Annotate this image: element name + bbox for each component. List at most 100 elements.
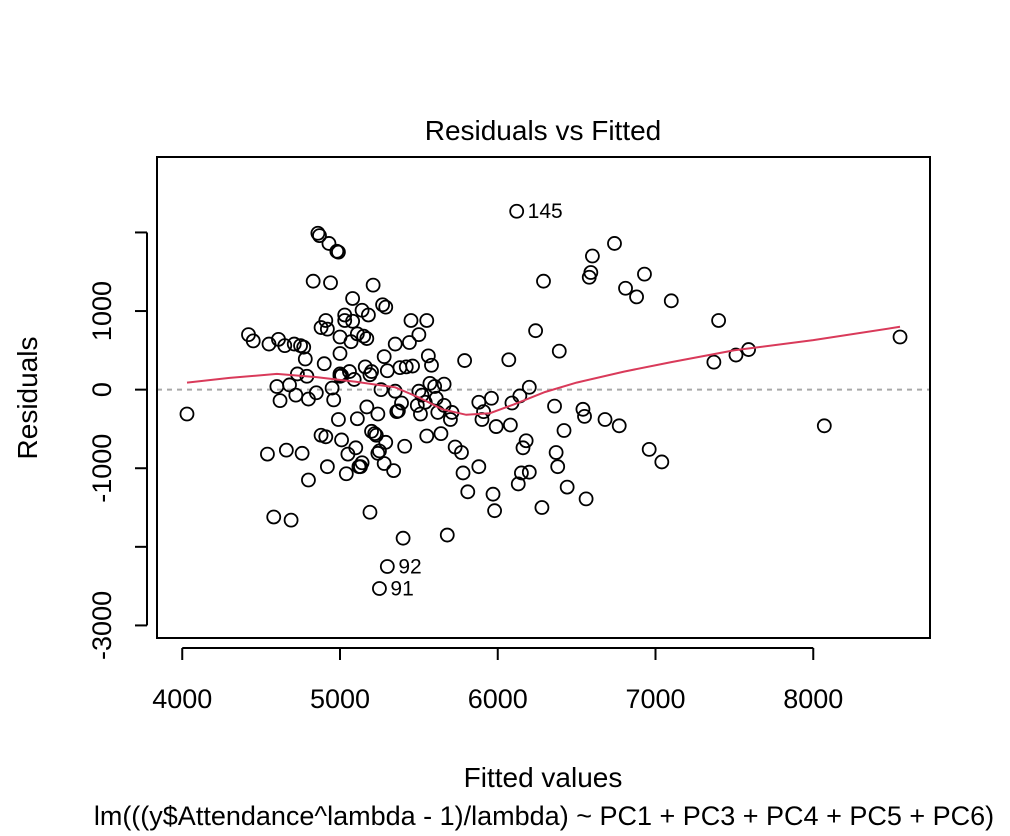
data-point-125	[460, 484, 476, 500]
data-point-111	[424, 357, 439, 373]
data-point-47	[334, 432, 349, 448]
data-point-140	[514, 465, 529, 481]
data-point-119	[443, 412, 458, 427]
data-point-122	[454, 445, 469, 460]
x-tick-label-7000: 7000	[625, 684, 685, 714]
data-point-153	[559, 479, 575, 495]
plot-frame	[156, 156, 931, 639]
data-point-152	[556, 423, 572, 438]
data-point-40	[331, 244, 346, 260]
data-point-19	[296, 339, 312, 355]
data-point-103	[411, 327, 427, 343]
data-point-84	[378, 299, 394, 315]
data-point-42	[332, 346, 348, 361]
data-point-150	[550, 459, 566, 475]
data-point-3	[245, 333, 261, 349]
data-point-115	[433, 426, 449, 442]
data-point-25	[308, 385, 324, 401]
point-label-91: 91	[390, 577, 413, 600]
data-point-143	[521, 379, 537, 395]
data-point-166	[641, 441, 657, 457]
data-point-130	[484, 390, 499, 406]
data-point-66	[359, 399, 375, 415]
data-point-37	[324, 380, 340, 396]
data-point-73	[365, 277, 381, 293]
data-point-109	[420, 348, 436, 364]
data-point-164	[629, 289, 644, 305]
data-point-168	[663, 293, 679, 309]
x-tick-label-6000: 6000	[468, 684, 528, 714]
data-point-156	[578, 491, 594, 507]
data-point-68	[360, 307, 376, 323]
y-tick-label--3000: -3000	[87, 591, 117, 660]
data-point-88	[386, 463, 402, 478]
data-point-26	[310, 225, 326, 241]
data-point-55	[345, 291, 361, 306]
data-point-134	[501, 352, 517, 368]
data-point-1	[179, 406, 195, 422]
data-point-63	[354, 455, 370, 471]
data-point-54	[345, 313, 361, 329]
chart-title: Residuals vs Fitted	[425, 115, 662, 146]
data-point-89	[387, 336, 403, 352]
data-point-11	[278, 442, 294, 458]
data-point-81	[375, 297, 390, 313]
data-point-129	[476, 404, 491, 420]
data-point-131	[485, 486, 501, 502]
data-point-154	[575, 401, 591, 417]
y-axis-label: Residuals	[12, 337, 43, 460]
data-point-94	[394, 395, 409, 411]
data-point-23	[301, 472, 316, 488]
data-point-118	[439, 527, 455, 543]
data-point-141	[515, 440, 531, 456]
data-point-56	[346, 372, 362, 387]
data-point-50	[338, 466, 354, 482]
data-point-173	[816, 418, 832, 434]
y-tick-label-1000: 1000	[87, 281, 117, 341]
data-point-78	[372, 581, 387, 596]
data-point-6	[266, 509, 282, 525]
data-point-138	[510, 476, 526, 492]
data-point-86	[379, 363, 395, 379]
y-tick-label--1000: -1000	[87, 434, 117, 503]
data-point-32	[318, 429, 334, 445]
data-point-76	[370, 406, 386, 422]
x-tick-label-8000: 8000	[783, 684, 843, 714]
data-point-149	[548, 445, 564, 460]
data-point-58	[349, 411, 365, 427]
data-point-80	[373, 382, 389, 398]
x-tick-label-5000: 5000	[310, 684, 370, 714]
model-formula-subtitle: lm(((y$Attendance^lambda - 1)/lambda) ~ …	[94, 801, 994, 831]
data-point-133	[488, 419, 504, 434]
data-point-144	[521, 464, 537, 480]
data-point-36	[323, 275, 338, 291]
data-point-92	[390, 403, 406, 419]
data-point-12	[283, 512, 299, 528]
data-point-170	[711, 313, 727, 328]
data-point-155	[577, 408, 592, 424]
data-point-75	[368, 427, 384, 443]
data-point-163	[618, 280, 633, 296]
point-label-145: 145	[528, 200, 563, 223]
data-point-35	[321, 236, 337, 251]
data-point-5	[261, 336, 277, 352]
data-point-100	[405, 358, 420, 374]
data-point-108	[419, 313, 435, 328]
data-point-112	[427, 379, 443, 394]
data-point-158	[583, 265, 599, 280]
data-point-31	[318, 313, 334, 328]
data-point-15	[288, 387, 304, 403]
data-point-83	[376, 349, 392, 365]
data-point-16	[290, 366, 305, 382]
data-point-38	[326, 392, 342, 408]
data-point-20	[297, 351, 313, 367]
points-layer	[179, 203, 908, 596]
data-point-148	[547, 398, 562, 414]
data-point-107	[419, 428, 435, 444]
x-axis-label: Fitted values	[464, 762, 623, 793]
data-point-132	[487, 503, 502, 519]
data-point-146	[534, 500, 550, 515]
data-point-160	[597, 412, 613, 427]
data-point-41	[331, 412, 346, 427]
